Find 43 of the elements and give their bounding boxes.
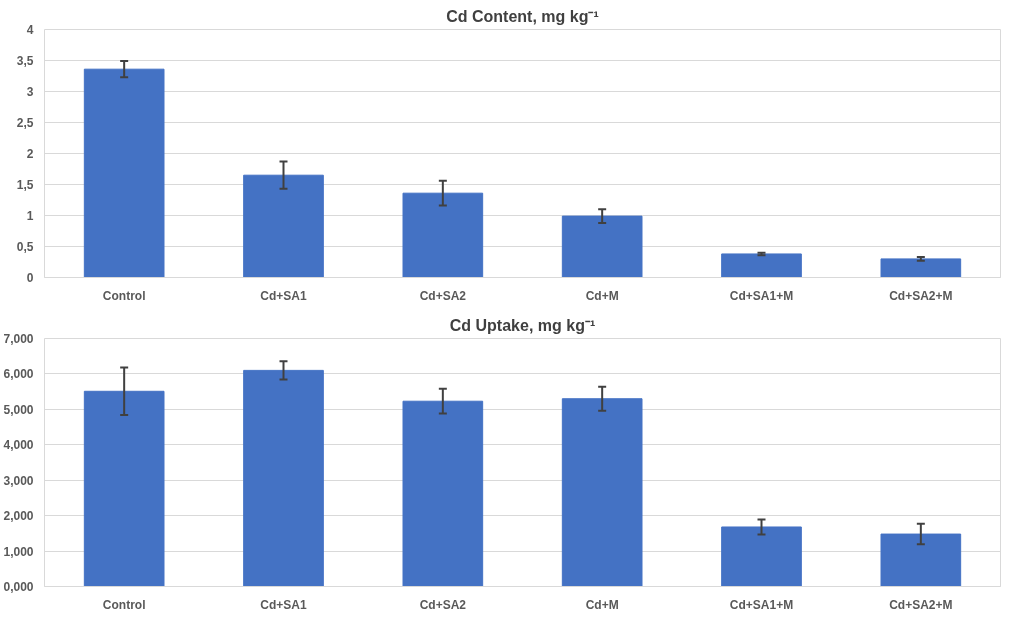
chart-title: Cd Content, mg kg⁻¹: [446, 7, 599, 25]
chart-title: Cd Uptake, mg kg⁻¹: [449, 316, 596, 334]
x-tick-label: Cd+SA1+M: [729, 597, 794, 612]
bar: [243, 174, 324, 278]
bar: [721, 526, 802, 587]
y-tick-label: 4: [26, 23, 34, 37]
x-tick-label: Control: [102, 597, 146, 612]
y-tick-label: 6,000: [3, 367, 34, 382]
y-tick-label: 2: [26, 147, 34, 161]
x-tick-label: Cd+SA1: [260, 288, 307, 303]
y-tick-label: 3,5: [16, 54, 34, 68]
y-tick-label: 1: [26, 209, 34, 223]
y-tick-label: 7,000: [3, 332, 34, 346]
x-tick-label: Cd+SA1+M: [729, 288, 794, 303]
bar: [83, 390, 165, 587]
x-tick-label: Cd+SA2+M: [889, 288, 953, 303]
x-tick-label: Control: [102, 288, 146, 303]
x-tick-label: Cd+SA2: [419, 288, 467, 303]
y-tick-label: 5,000: [3, 402, 34, 417]
bar: [561, 398, 643, 587]
y-tick-label: 0,000: [3, 580, 34, 594]
y-tick-label: 3,000: [3, 473, 34, 488]
y-tick-label: 2,000: [3, 509, 34, 524]
x-tick-label: Cd+M: [585, 597, 619, 612]
y-tick-label: 4,000: [3, 438, 34, 453]
y-tick-label: 3: [26, 85, 34, 99]
bar: [721, 253, 802, 278]
y-tick-label: 2,5: [16, 116, 34, 130]
x-tick-label: Cd+SA2: [419, 597, 467, 612]
y-tick-label: 1,000: [3, 544, 34, 559]
bar: [83, 68, 165, 278]
bar: [880, 258, 962, 278]
y-tick-label: 0: [26, 271, 34, 285]
y-tick-label: 0,5: [16, 240, 34, 254]
y-tick-label: 1,5: [16, 178, 34, 192]
bar: [561, 215, 643, 278]
bar: [402, 400, 484, 587]
bar: [880, 533, 962, 587]
x-tick-label: Cd+SA1: [260, 597, 307, 612]
x-tick-label: Cd+SA2+M: [889, 597, 953, 612]
x-tick-label: Cd+M: [585, 288, 619, 303]
bar: [402, 192, 484, 278]
bar: [243, 369, 324, 587]
